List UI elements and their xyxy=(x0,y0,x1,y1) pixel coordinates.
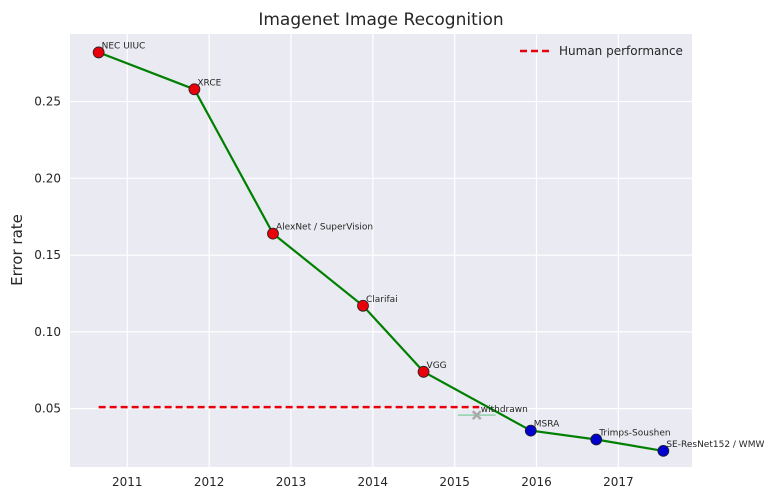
x-tick-label: 2016 xyxy=(521,475,552,489)
y-tick-label: 0.25 xyxy=(34,95,61,109)
point-label-withdrawn: withdrawn xyxy=(481,405,528,415)
point-label: Clarifai xyxy=(366,295,398,305)
grid xyxy=(70,34,692,467)
y-ticks: 0.05 0.10 0.15 0.20 0.25 xyxy=(34,95,61,416)
point-labels-layer: NEC UIUC XRCE AlexNet / SuperVision Clarifa… xyxy=(102,41,765,449)
y-tick-label: 0.05 xyxy=(34,402,61,416)
data-point xyxy=(417,365,430,378)
point-label: XRCE xyxy=(197,78,221,88)
point-label: Trimps-Soushen xyxy=(598,429,670,439)
plot-background xyxy=(70,34,692,467)
x-tick-label: 2017 xyxy=(603,475,634,489)
data-point xyxy=(524,424,537,437)
x-tick-label: 2011 xyxy=(112,475,143,489)
withdrawn-marker xyxy=(471,410,482,420)
y-tick-label: 0.15 xyxy=(34,248,61,262)
x-ticks: 2011 2012 2013 2014 2015 2016 2017 xyxy=(112,475,634,489)
data-point xyxy=(590,433,603,446)
point-label: SE-ResNet152 / WMW xyxy=(666,440,764,450)
series-line-layer xyxy=(98,51,664,452)
point-label: AlexNet / SuperVision xyxy=(276,223,373,233)
series-line xyxy=(98,51,664,452)
x-tick-label: 2014 xyxy=(358,475,389,489)
point-label: MSRA xyxy=(534,420,560,430)
data-point xyxy=(188,83,201,96)
x-tick-label: 2013 xyxy=(276,475,307,489)
y-tick-label: 0.20 xyxy=(34,171,61,185)
x-tick-label: 2012 xyxy=(194,475,225,489)
data-point xyxy=(357,299,369,312)
y-tick-label: 0.10 xyxy=(34,325,61,339)
withdrawn-layer: withdrawn xyxy=(457,405,528,420)
point-label: VGG xyxy=(427,361,447,371)
point-label: NEC UIUC xyxy=(102,41,146,51)
x-tick-label: 2015 xyxy=(439,475,470,489)
legend: Human performance xyxy=(520,44,683,58)
points-layer xyxy=(92,46,670,457)
y-axis-label: Error rate xyxy=(8,214,26,286)
data-point xyxy=(267,227,279,240)
chart-title: Imagenet Image Recognition xyxy=(258,10,503,30)
data-point xyxy=(92,46,105,59)
data-point xyxy=(657,444,670,457)
legend-label-human-performance: Human performance xyxy=(559,44,683,58)
